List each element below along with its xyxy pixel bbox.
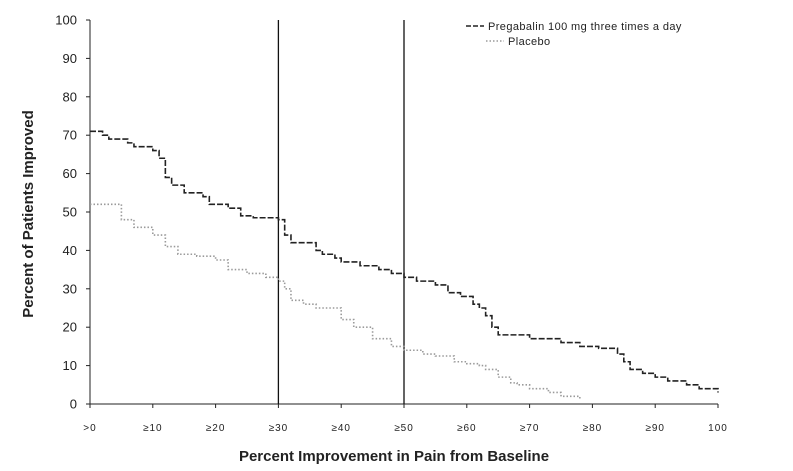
legend-label-pregabalin: Pregabalin 100 mg three times a day [488,21,682,33]
y-tick-label: 20 [63,320,77,335]
y-tick-label: 0 [70,397,77,412]
y-tick-label: 60 [63,166,77,181]
y-tick-label: 40 [63,243,77,258]
y-tick-label: 50 [63,205,77,220]
x-tick-label: 100 [708,423,728,434]
y-axis-ticks: 0 10 20 30 40 50 60 70 80 90 100 [55,13,90,412]
series-layer [90,130,719,401]
x-tick-label: ≥50 [394,423,414,434]
legend: Pregabalin 100 mg three times a day Plac… [466,21,682,48]
series-line-pregabalin [90,130,719,393]
x-tick-label: ≥30 [269,423,289,434]
x-tick-label: ≥90 [645,423,665,434]
legend-label-placebo: Placebo [508,36,551,48]
y-tick-label: 70 [63,128,77,143]
x-tick-label: ≥20 [206,423,226,434]
x-tick-label: ≥40 [331,423,351,434]
x-axis-ticks: >0 ≥10 ≥20 ≥30 ≥40 ≥50 ≥60 ≥70 ≥80 ≥90 100 [83,404,728,434]
x-tick-label: ≥70 [520,423,540,434]
x-axis-title: Percent Improvement in Pain from Baselin… [239,448,549,465]
y-tick-label: 30 [63,281,77,296]
series-line-placebo [90,203,581,401]
reference-lines [277,20,405,404]
x-tick-label: ≥10 [143,423,163,434]
y-tick-label: 100 [55,13,77,28]
y-tick-label: 10 [63,358,77,373]
y-axis-title: Percent of Patients Improved [20,110,37,318]
y-tick-label: 80 [63,89,77,104]
x-tick-label: >0 [83,423,96,434]
x-tick-label: ≥60 [457,423,477,434]
x-tick-label: ≥80 [583,423,603,434]
y-tick-label: 90 [63,51,77,66]
